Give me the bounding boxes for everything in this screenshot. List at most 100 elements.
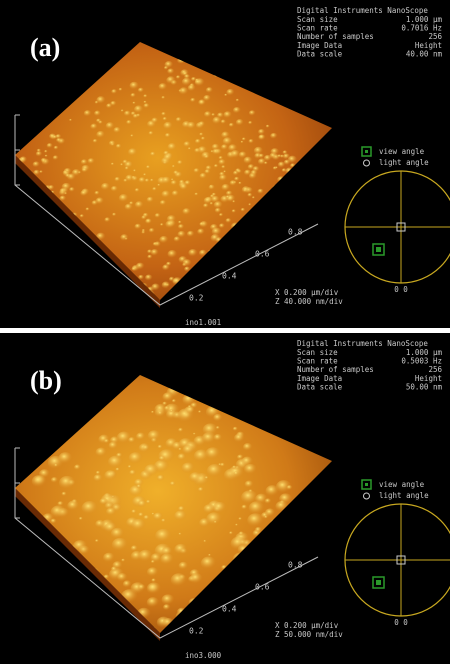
grain [186,121,196,130]
grain [203,94,212,102]
grain [33,169,41,176]
grain [142,444,150,451]
grain [143,103,150,109]
grain [265,485,280,497]
grain [240,207,246,212]
grain [147,249,153,254]
grain [286,485,293,491]
grain [145,499,152,505]
grain [137,584,146,591]
grain [55,134,62,140]
grain [78,516,84,521]
grain [213,501,227,514]
grain [177,224,185,230]
view-angle-dot [365,150,368,153]
grain [194,147,201,154]
grain [241,490,258,505]
light-marker [396,555,406,565]
grain [67,173,76,181]
grain [134,188,140,193]
grain [258,153,265,159]
header-value: 50.00 nm [406,382,443,391]
grain [174,543,188,555]
light-angle-icon [363,159,370,167]
grain [264,515,268,519]
grain [48,185,55,191]
grain [198,99,206,106]
header-value: Height [415,374,442,383]
grain [171,190,180,197]
grain [248,110,256,117]
axis-tick-label: 0.4 [222,272,237,281]
grain [158,83,168,91]
grain [219,171,226,177]
grain [118,194,129,203]
grain [128,437,136,444]
grain [275,166,279,169]
grain [50,476,59,484]
grain [219,213,224,217]
grain [108,441,119,450]
origin-label: 0 0 [394,618,408,627]
grain [116,431,132,445]
grain [144,178,150,183]
grain [93,474,103,483]
grain [167,250,178,259]
grain [54,463,59,468]
grain [159,235,169,244]
grain [124,166,130,171]
grain [136,484,142,489]
legend-label: view angle [379,480,425,489]
light-angle-icon [363,492,370,500]
grain [204,154,210,160]
grain [157,183,161,187]
grain [223,170,227,173]
grain [104,470,118,482]
header-key: Image Data [297,41,342,50]
grain [162,392,174,402]
grain [164,61,174,69]
grain [111,537,129,552]
grain [90,123,98,130]
grain [138,177,147,184]
grain [223,111,233,119]
grain [178,220,182,224]
grain [96,130,106,139]
grain [143,100,147,104]
grain [39,170,43,174]
grain [251,196,256,199]
grain [147,430,161,442]
header-value: 0.7016 Hz [401,24,442,33]
grain [146,196,154,203]
header-key: Scan size [297,348,338,357]
grain [52,155,59,161]
grain [145,218,152,224]
grain [124,110,132,117]
grain [39,469,51,479]
grain [87,158,95,165]
grain [178,532,182,536]
grain [163,153,173,162]
axis-tick-label: 0.2 [189,627,204,636]
grain [161,190,171,199]
header-key: Data scale [297,382,343,391]
grain [241,186,251,194]
grain [205,447,221,461]
grain [146,165,151,170]
grain [211,192,217,197]
grain [232,106,241,114]
grain [244,480,254,489]
surface [15,375,332,633]
grain [108,140,116,147]
grain [129,469,137,476]
grain [166,76,176,85]
grain [248,203,252,206]
grain [257,188,264,195]
grain [94,100,99,105]
grain [199,132,204,137]
grain [143,94,148,98]
grain [255,493,268,505]
grain [226,88,235,96]
grain [130,134,134,138]
grain [204,476,209,480]
